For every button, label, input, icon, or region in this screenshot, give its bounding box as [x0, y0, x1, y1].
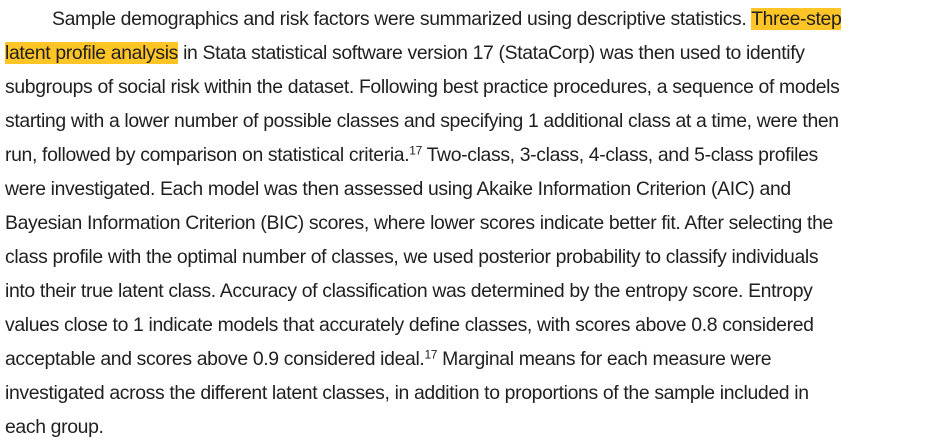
- line-5-text: run, followed by comparison on statistic…: [5, 144, 410, 166]
- text-line-13: each group.: [5, 416, 104, 438]
- text-line-3: subgroups of social risk within the data…: [5, 76, 840, 98]
- text-line-12: investigated across the different latent…: [5, 382, 809, 404]
- text-line-1: Sample demographics and risk factors wer…: [5, 2, 933, 36]
- text-line-8: class profile with the optimal number of…: [5, 246, 819, 268]
- citation-superscript[interactable]: 17: [409, 143, 422, 158]
- text-line-5: run, followed by comparison on statistic…: [5, 138, 933, 172]
- text-line-6: were investigated. Each model was then a…: [5, 178, 791, 200]
- body-paragraph: Sample demographics and risk factors wer…: [5, 2, 933, 444]
- text-line-2: latent profile analysis in Stata statist…: [5, 36, 933, 70]
- text-line-11: acceptable and scores above 0.9 consider…: [5, 342, 933, 376]
- citation-superscript[interactable]: 17: [424, 347, 438, 362]
- text-line-4: starting with a lower number of possible…: [5, 110, 839, 132]
- text-line-9: into their true latent class. Accuracy o…: [5, 280, 813, 302]
- line-2-text: in Stata statistical software version 17…: [183, 42, 805, 64]
- line-1-text: Sample demographics and risk factors wer…: [52, 8, 747, 30]
- line-11-text-after: Marginal means for each measure were: [442, 348, 772, 370]
- text-line-10: values close to 1 indicate models that a…: [5, 314, 814, 336]
- line-11-text: acceptable and scores above 0.9 consider…: [5, 348, 425, 370]
- line-5-text-after: Two-class, 3-class, 4-class, and 5-class…: [426, 144, 819, 166]
- highlighted-term-continued[interactable]: latent profile analysis: [5, 42, 179, 64]
- text-line-7: Bayesian Information Criterion (BIC) sco…: [5, 212, 833, 234]
- highlighted-term[interactable]: Three-step: [751, 8, 842, 30]
